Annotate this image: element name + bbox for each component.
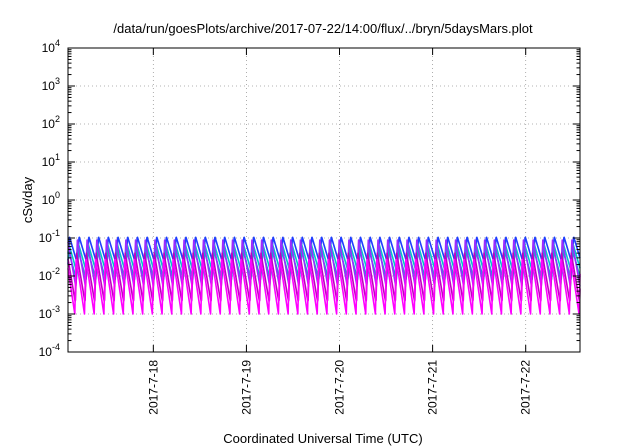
y-tick-label: 103: [42, 76, 60, 93]
series-group: [67, 236, 581, 315]
x-tick-label: 2017-7-18: [146, 360, 160, 415]
x-tick-label: 2017-7-20: [333, 360, 347, 415]
series-line: [67, 258, 581, 315]
y-tick-exponent: -3: [52, 304, 60, 314]
y-tick-base: 10: [42, 41, 56, 55]
x-tick-label: 2017-7-19: [239, 360, 253, 415]
y-tick-base: 10: [39, 345, 53, 359]
y-tick-base: 10: [42, 155, 56, 169]
y-tick-exponent: 3: [55, 76, 60, 86]
y-tick-label: 10-1: [39, 228, 60, 245]
x-tick-label: 2017-7-22: [519, 360, 533, 415]
y-tick-exponent: -2: [52, 266, 60, 276]
y-tick-label: 10-2: [39, 266, 60, 283]
y-tick-base: 10: [39, 231, 53, 245]
y-tick-label: 101: [42, 152, 60, 169]
x-axis-label: Coordinated Universal Time (UTC): [223, 431, 422, 446]
y-tick-base: 10: [42, 79, 56, 93]
grid: [68, 48, 580, 352]
y-tick-base: 10: [42, 193, 56, 207]
y-tick-exponent: -4: [52, 342, 60, 352]
y-tick-exponent: 4: [55, 38, 60, 48]
y-tick-base: 10: [39, 269, 53, 283]
y-tick-exponent: 0: [55, 190, 60, 200]
y-axis-label: cSv/day: [20, 176, 35, 223]
y-tick-exponent: 1: [55, 152, 60, 162]
y-tick-exponent: 2: [55, 114, 60, 124]
y-tick-label: 102: [42, 114, 60, 131]
x-tick-label: 2017-7-21: [426, 360, 440, 415]
y-tick-label: 100: [42, 190, 60, 207]
y-tick-exponent: -1: [52, 228, 60, 238]
y-tick-label: 104: [42, 38, 60, 55]
y-tick-label: 10-3: [39, 304, 60, 321]
y-tick-label: 10-4: [39, 342, 60, 359]
chart-title: /data/run/goesPlots/archive/2017-07-22/1…: [113, 21, 533, 36]
tick-group: 10-410-310-210-11001011021031042017-7-18…: [39, 38, 580, 415]
y-tick-base: 10: [39, 307, 53, 321]
y-tick-base: 10: [42, 117, 56, 131]
